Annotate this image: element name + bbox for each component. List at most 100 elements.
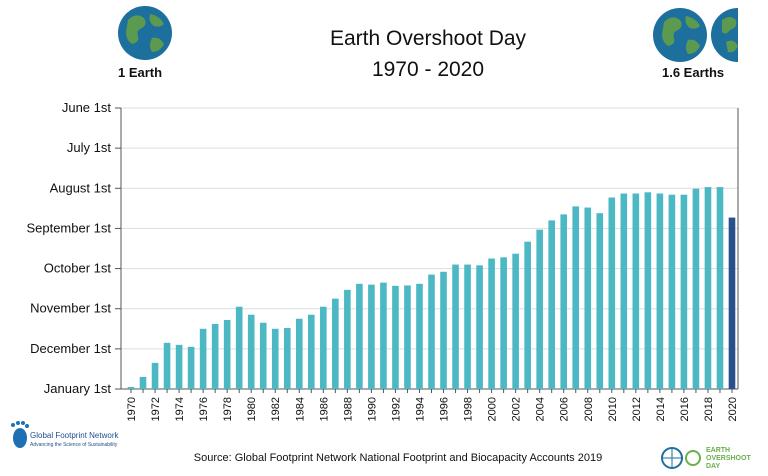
x-tick-label: 1998 [463,397,475,421]
bar [716,187,724,389]
y-tick-label: July 1st [67,140,111,155]
earth-overshoot-day-logo: EARTH OVERSHOOT DAY [661,447,751,470]
plot-area: June 1st July 1st August 1st September 1st O… [26,100,739,421]
y-tick-label: December 1st [30,341,111,356]
x-tick-label: 2000 [487,397,499,421]
x-tick-label: 2012 [631,397,643,421]
x-tick-label: 1986 [318,397,330,421]
bar [404,285,411,389]
bar [632,193,640,389]
bar [500,257,507,389]
bar [512,253,519,389]
bar [428,274,435,389]
x-tick-label: 1992 [390,397,402,421]
x-tick-label: 1974 [174,397,186,421]
bar [392,285,399,389]
chart-subtitle: 1970 - 2020 [372,58,484,81]
source-note: Source: Global Footprint Network Nationa… [194,452,602,464]
bar [680,194,688,389]
bar [416,283,423,389]
bar [380,282,387,389]
bar [524,241,531,389]
bar [692,188,700,389]
bar [175,344,183,389]
gfn-logo-name: Global Footprint Network [30,431,119,440]
x-tick-label: 2016 [679,397,691,421]
bar-highlight [728,217,736,389]
bar [271,328,279,389]
bar [608,197,616,389]
bar [476,265,483,389]
eod-logo-line-2: OVERSHOOT [706,455,751,462]
bar [320,306,327,389]
y-tick-label: November 1st [30,301,111,316]
footprint-icon [11,421,29,448]
bar [440,271,447,389]
bar [704,187,712,389]
x-tick-label: 1972 [150,397,162,421]
bar [295,318,303,389]
y-tick-label: August 1st [50,180,112,195]
y-tick-label: October 1st [44,261,112,276]
x-tick-label: 1970 [126,397,138,421]
bar [596,213,604,389]
x-tick-label: 1980 [246,397,258,421]
bar [283,327,291,389]
x-tick-label: 2020 [727,397,739,421]
x-tick-label: 1996 [439,397,451,421]
y-tick-label: January 1st [44,381,112,396]
bar [368,284,375,389]
bar [151,362,159,389]
bar [259,322,267,389]
partial-earth-globe-icon [711,8,738,62]
bar [344,289,351,389]
global-footprint-network-logo: Global Footprint Network Advancing the S… [11,421,119,448]
bar [584,207,592,389]
x-tick-label: 2014 [655,397,667,421]
bar [656,193,664,389]
bar [644,192,652,389]
x-tick-label: 1978 [222,397,234,421]
earth-globe-icon [118,6,172,60]
bar [199,328,207,389]
x-tick-label: 1976 [198,397,210,421]
bar [620,193,628,389]
bar [452,264,459,389]
bar [235,306,243,389]
y-tick-label: September 1st [26,220,111,235]
bar [163,342,171,389]
bar [548,220,555,389]
bar [572,206,580,389]
x-tick-label: 1984 [294,397,306,421]
bar [211,323,219,389]
bar [536,229,543,389]
x-tick-label: 1994 [414,397,426,421]
bar [560,214,568,389]
eod-logo-line-1: EARTH [706,447,730,454]
chart-title: Earth Overshoot Day [330,27,527,50]
x-tick-label: 2018 [703,397,715,421]
gfn-logo-tagline: Advancing the Science of Sustainability [30,442,118,448]
bar [247,314,255,389]
x-tick-label: 1988 [342,397,354,421]
x-tick-label: 2004 [535,397,547,421]
bar [127,386,135,389]
one-earth-label: 1 Earth [118,65,162,80]
bar [356,283,363,389]
globe-outline-icon [661,447,683,469]
bar [223,319,231,389]
bar [668,194,676,389]
loop-arrow-icon [685,450,702,466]
x-tick-label: 2006 [559,397,571,421]
bar [332,298,339,389]
x-tick-label: 1982 [270,397,282,421]
y-tick-label: June 1st [62,100,112,115]
x-tick-label: 2008 [583,397,595,421]
eod-logo-line-3: DAY [706,463,720,470]
bar [464,264,471,389]
earth-globe-icon [653,8,707,62]
bar [139,376,147,389]
bar [187,346,195,389]
x-tick-label: 2002 [511,397,523,421]
